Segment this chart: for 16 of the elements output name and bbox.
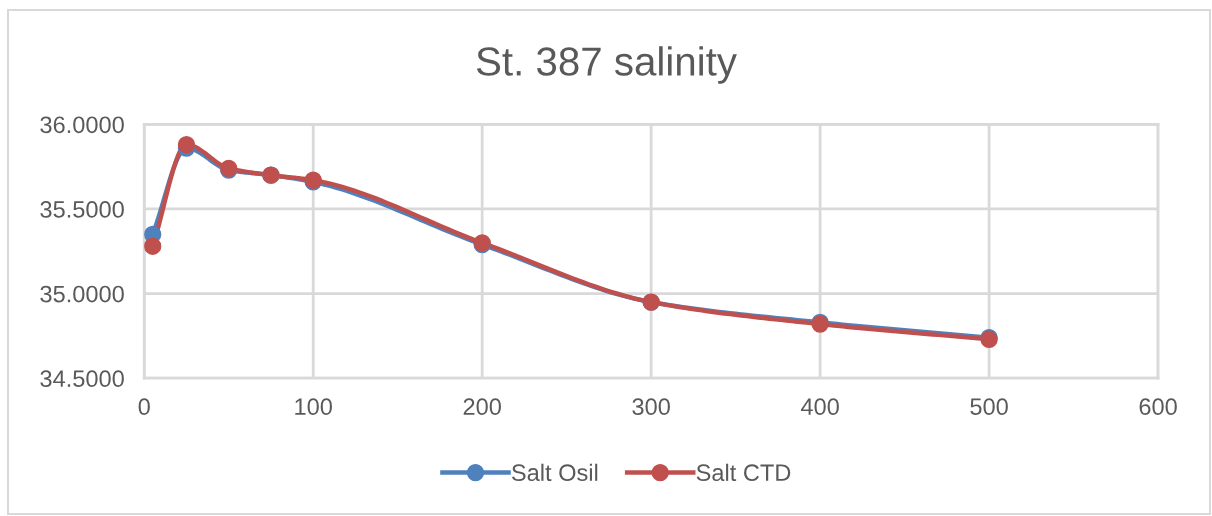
legend-label: Salt CTD [696, 463, 791, 482]
x-tick-label: 200 [463, 398, 501, 416]
x-tick-label: 500 [970, 398, 1008, 416]
x-tick-label: 0 [138, 398, 150, 416]
x-tick-label: 300 [632, 398, 670, 416]
y-tick-label: 35.5000 [40, 201, 124, 218]
x-tick-label: 100 [295, 398, 332, 416]
y-tick-label: 36.0000 [40, 116, 124, 134]
legend-label: Salt Osil [511, 463, 598, 482]
point [144, 237, 162, 255]
y-tick-label: 35.0000 [40, 285, 124, 303]
x-tick-label: 400 [800, 398, 839, 416]
x-tick-label: 600 [1139, 398, 1177, 416]
y-tick-label: 34.5000 [40, 370, 124, 388]
point [177, 135, 196, 154]
chart-title: St. 387 salinity [476, 46, 737, 84]
